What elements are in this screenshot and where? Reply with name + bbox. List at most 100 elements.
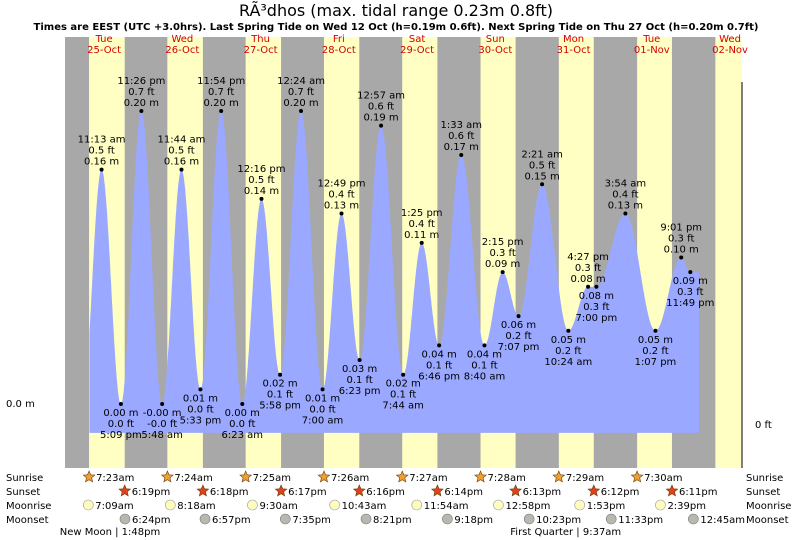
high-tide-point [419, 240, 424, 245]
day-date: 01-Nov [634, 45, 670, 56]
low-tide-height-ft: 0.1 ft [267, 390, 293, 401]
high-tide-time: 12:24 am [277, 76, 325, 87]
low-tide-time: 6:23 am [222, 430, 264, 441]
low-tide-time: 10:24 am [544, 357, 592, 368]
low-tide-height-m: -0.00 m [143, 408, 182, 419]
low-tide-time: 5:48 am [141, 430, 183, 441]
high-tide-height-m: 0.16 m [164, 157, 199, 168]
moonset-icon [280, 513, 291, 525]
day-date: 26-Oct [165, 45, 199, 56]
high-tide-height-m: 0.09 m [485, 259, 520, 270]
day-date: 31-Oct [557, 45, 591, 56]
high-tide-time: 12:57 am [357, 91, 405, 102]
low-tide-height-ft: 0.0 ft [187, 404, 213, 415]
high-tide-height-m: 0.08 m [570, 274, 605, 285]
day-name: Wed [171, 34, 193, 45]
high-tide-point [379, 123, 384, 128]
high-tide-point [299, 109, 304, 113]
moonset-icon [360, 513, 372, 525]
day-name: Tue [95, 34, 113, 45]
high-tide-time: 2:15 pm [482, 237, 524, 248]
high-tide-point [219, 109, 224, 113]
high-tide-time: 1:33 am [440, 120, 482, 131]
low-tide-point [401, 372, 406, 377]
sunrise-time: 7:23am [96, 473, 134, 484]
high-tide-height-ft: 0.5 ft [248, 175, 274, 186]
moonset-icon [605, 513, 617, 525]
row-label-moonset-right: Moonset [746, 515, 789, 526]
day-band [715, 37, 742, 468]
high-tide-height-m: 0.14 m [244, 186, 279, 197]
low-tide-height-m: 0.05 m [638, 335, 673, 346]
low-tide-height-m: 0.03 m [342, 364, 377, 375]
sunrise-icon [160, 470, 174, 483]
sunset-time: 6:18pm [210, 487, 249, 498]
chart-title: RÃ³dhos (max. tidal range 0.23m 0.8ft) [239, 1, 553, 20]
sunset-icon [430, 484, 444, 497]
sunrise-time: 7:25am [253, 473, 291, 484]
sunset-icon [274, 484, 288, 497]
sunset-time: 6:12pm [601, 487, 640, 498]
high-tide-height-ft: 0.5 ft [168, 146, 194, 157]
low-tide-time: 7:00 am [302, 415, 344, 426]
high-tide-height-ft: 0.6 ft [448, 131, 474, 142]
sunset-icon [196, 484, 210, 497]
high-tide-height-m: 0.20 m [283, 98, 318, 109]
high-tide-time: 2:21 am [521, 149, 563, 160]
high-tide-height-ft: 0.4 ft [328, 190, 354, 201]
day-date: 27-Oct [244, 45, 278, 56]
low-tide-height-ft: 0.3 ft [677, 287, 703, 298]
low-tide-height-m: 0.05 m [551, 335, 586, 346]
sunset-icon [118, 484, 132, 497]
day-labels: Tue25-OctWed26-OctThu27-OctFri28-OctSat2… [87, 34, 748, 56]
low-tide-time: 6:23 pm [339, 386, 381, 397]
low-tide-time: 7:00 pm [576, 313, 618, 324]
moonset-time: 12:45am [700, 515, 745, 526]
high-tide-height-ft: 0.7 ft [208, 87, 234, 98]
moonset-time: 8:21pm [373, 515, 412, 526]
high-tide-height-ft: 0.7 ft [288, 87, 314, 98]
low-tide-height-ft: 0.1 ft [471, 360, 497, 371]
row-label-moonset-left: Moonset [6, 515, 49, 526]
high-tide-point [459, 152, 464, 157]
low-tide-time: 1:07 pm [635, 357, 677, 368]
low-tide-point [688, 270, 693, 275]
moonset-icon [688, 513, 699, 525]
moonset-time: 7:35pm [292, 515, 331, 526]
moonset-icon [442, 513, 453, 525]
day-name: Sat [409, 34, 425, 45]
high-tide-height-m: 0.19 m [363, 113, 398, 124]
low-tide-point [566, 328, 571, 333]
low-tide-point [653, 328, 658, 333]
sunrise-time: 7:26am [331, 473, 369, 484]
high-tide-point [99, 167, 104, 172]
low-tide-height-ft: 0.2 ft [642, 346, 668, 357]
low-tide-height-m: 0.09 m [673, 276, 708, 287]
high-tide-height-m: 0.13 m [608, 201, 643, 212]
sunrise-icon [82, 470, 96, 483]
low-tide-height-ft: 0.2 ft [555, 346, 581, 357]
moonrise-time: 2:39pm [667, 501, 706, 512]
sunset-time: 6:14pm [444, 487, 483, 498]
moonset-time: 11:33pm [618, 515, 663, 526]
day-date: 30-Oct [478, 45, 512, 56]
day-date: 29-Oct [400, 45, 434, 56]
moonrise-icon [655, 499, 666, 511]
high-tide-height-ft: 0.5 ft [529, 160, 555, 171]
moonrise-time: 7:09am [95, 501, 133, 512]
day-date: 28-Oct [322, 45, 356, 56]
sunset-icon [587, 484, 601, 497]
high-tide-time: 1:25 pm [401, 208, 443, 219]
sunrise-icon [630, 470, 644, 483]
moonrise-time: 11:54am [424, 501, 469, 512]
high-tide-time: 12:49 pm [317, 179, 365, 190]
high-tide-time: 11:54 pm [197, 76, 245, 87]
sunrise-time: 7:27am [409, 473, 447, 484]
high-tide-time: 9:01 pm [660, 223, 702, 234]
sunrise-icon [552, 470, 566, 483]
row-label-sunrise-left: Sunrise [6, 473, 43, 484]
moonrise-icon [411, 499, 423, 511]
high-tide-time: 12:16 pm [237, 164, 285, 175]
low-tide-time: 5:58 pm [259, 401, 301, 412]
